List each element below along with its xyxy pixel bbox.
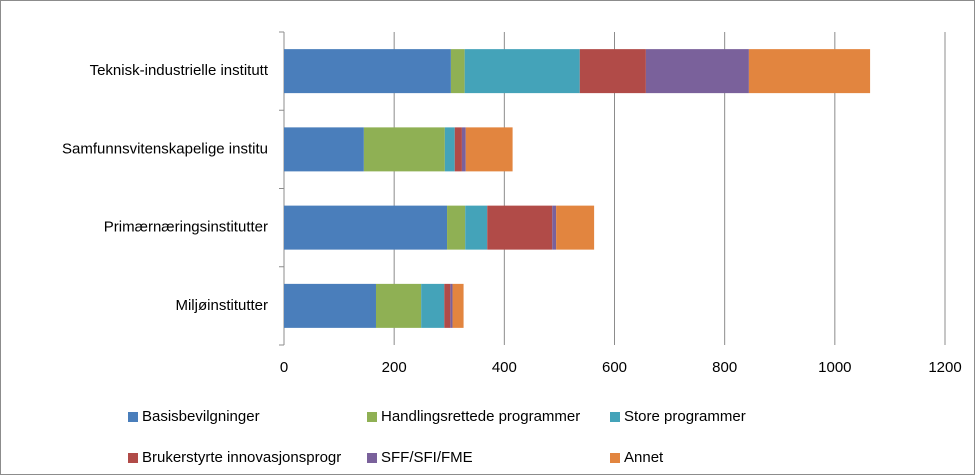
y-tick-label: Miljøinstitutter [175, 297, 268, 314]
legend-marker [128, 412, 138, 422]
legend-label: Brukerstyrte innovasjonsprogr [142, 449, 341, 466]
x-tick-label: 0 [280, 359, 288, 376]
bar-segment [444, 127, 455, 172]
y-tick-label: Primærnæringsinstitutter [104, 219, 268, 236]
y-tick-label: Samfunnsvitenskapelige institu [62, 140, 268, 157]
bar-segment [450, 49, 465, 94]
legend-marker [367, 453, 377, 463]
x-tick-label: 1000 [818, 359, 851, 376]
x-tick-label: 400 [492, 359, 517, 376]
bar-segment [454, 127, 462, 172]
bar-segment [284, 49, 451, 94]
legend-marker [367, 412, 377, 422]
x-tick-label: 800 [712, 359, 737, 376]
bar-segment [464, 49, 580, 94]
bar-segment [444, 283, 451, 328]
bar-segment [363, 127, 445, 172]
bar-segment [452, 283, 464, 328]
legend-marker [610, 453, 620, 463]
legend-label: Basisbevilgninger [142, 408, 260, 425]
y-tick-label: Teknisk-industrielle institutt [90, 62, 269, 79]
x-tick-label: 200 [382, 359, 407, 376]
x-tick-label: 600 [602, 359, 627, 376]
bar-segment [284, 283, 376, 328]
legend-label: Handlingsrettede programmer [381, 408, 580, 425]
bar-segment [461, 127, 466, 172]
bar-segment [748, 49, 871, 94]
x-tick-label: 1200 [928, 359, 961, 376]
bar-segment [421, 283, 445, 328]
bar-segment [450, 283, 453, 328]
bar-segment [579, 49, 646, 94]
legend-marker [610, 412, 620, 422]
legend-label: Annet [624, 449, 664, 466]
bar-segment [284, 127, 364, 172]
legend-marker [128, 453, 138, 463]
legend-label: Store programmer [624, 408, 746, 425]
bar-segment [465, 205, 488, 250]
bar-segment [375, 283, 422, 328]
legend-label: SFF/SFI/FME [381, 449, 473, 466]
bar-segment [447, 205, 466, 250]
bar-segment [465, 127, 513, 172]
bar-segment [487, 205, 553, 250]
bar-segment [556, 205, 595, 250]
bar-segment [284, 205, 448, 250]
bar-segment [552, 205, 557, 250]
bar-segment [645, 49, 749, 94]
